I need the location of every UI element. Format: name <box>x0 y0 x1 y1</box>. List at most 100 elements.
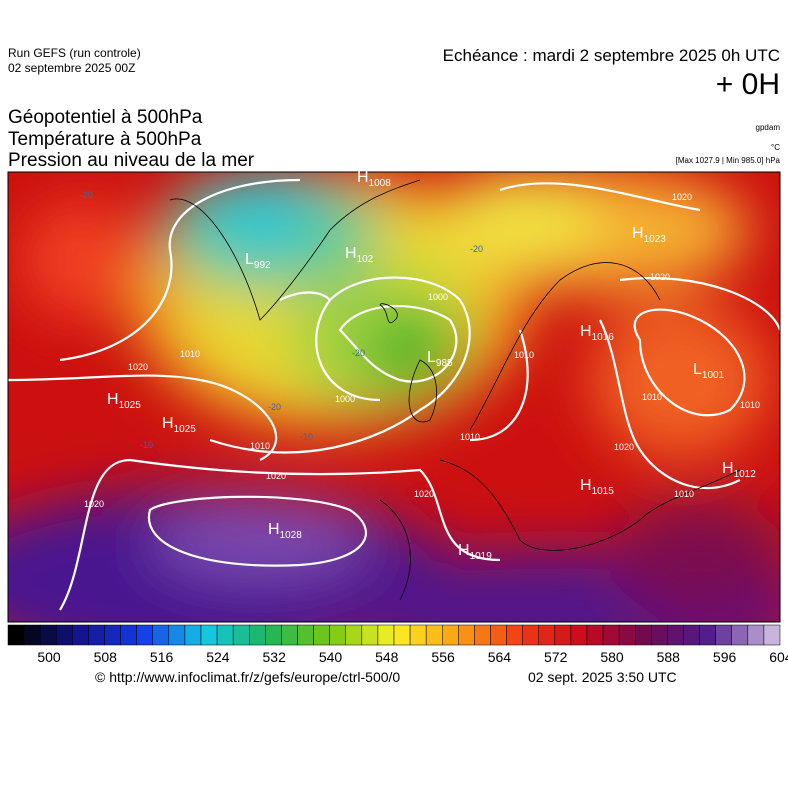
center-value: 1028 <box>280 530 303 541</box>
colorbar-swatch <box>699 624 716 646</box>
colorbar-swatch <box>265 624 282 646</box>
colorbar-swatch <box>104 624 121 646</box>
temperature-label: -10 <box>300 432 313 442</box>
colorbar-swatch <box>120 624 137 646</box>
colorbar-label: 500 <box>37 649 61 665</box>
colorbar-swatch <box>506 624 523 646</box>
colorbar-swatch <box>72 624 89 646</box>
center-value: 1023 <box>644 234 667 245</box>
colorbar-swatch <box>490 624 507 646</box>
pressure-center: L1001 <box>693 361 725 381</box>
pressure-center: H1028 <box>268 521 302 541</box>
temperature-label: -20 <box>268 402 281 412</box>
colorbar-swatch <box>216 624 234 646</box>
colorbar-swatch <box>7 624 25 646</box>
center-value: 1015 <box>592 486 615 497</box>
colorbar-swatch <box>618 624 636 646</box>
center-value: 102 <box>357 254 374 265</box>
center-letter: H <box>268 521 280 538</box>
colorbar-swatch <box>152 624 170 646</box>
isobar-label: 1020 <box>414 489 434 499</box>
colorbar-swatch <box>168 624 186 646</box>
center-letter: H <box>722 460 734 477</box>
temperature-label: -20 <box>352 348 365 358</box>
run-date: 02 septembre 2025 00Z <box>8 61 136 75</box>
center-letter: L <box>427 349 436 366</box>
colorbar-swatch <box>297 624 314 646</box>
pressure-center: H102 <box>345 245 374 265</box>
colorbar-label: 508 <box>94 649 118 665</box>
pressure-center: H1025 <box>162 415 196 435</box>
colorbar-swatch <box>570 624 588 646</box>
isobar-label: 1020 <box>84 499 104 509</box>
colorbar-label: 604 <box>769 649 788 665</box>
colorbar-swatch <box>23 624 41 646</box>
center-value: 1012 <box>734 469 757 480</box>
colorbar-swatch <box>232 624 250 646</box>
isobar-label: 1020 <box>614 442 634 452</box>
colorbar-swatch <box>586 624 604 646</box>
isobar-label: 1010 <box>250 441 270 451</box>
colorbar-swatch <box>184 624 202 646</box>
unit: gpdam <box>755 123 780 132</box>
colorbar-swatch <box>200 624 218 646</box>
isobar-label: 1010 <box>674 489 694 499</box>
pressure-center: H1025 <box>107 391 141 411</box>
colorbar-swatch <box>731 624 749 646</box>
lead-time: + 0H <box>715 68 780 101</box>
center-letter: H <box>162 415 174 432</box>
center-value: 1025 <box>174 424 197 435</box>
center-letter: L <box>245 251 254 268</box>
colorbar-swatch <box>635 624 652 646</box>
temperature-label: -20 <box>80 190 93 200</box>
isobar-label: 1020 <box>650 272 670 282</box>
pressure-center: L985 <box>427 349 453 369</box>
center-letter: H <box>107 391 119 408</box>
run: Run GEFS (run controle) <box>8 46 141 60</box>
pressure-center: H1015 <box>580 477 614 497</box>
colorbar-label: 524 <box>206 649 230 665</box>
center-letter: L <box>693 361 702 378</box>
pressure-center: H1023 <box>632 225 666 245</box>
isobar-label: 1020 <box>266 471 286 481</box>
colorbar-label: 588 <box>657 649 681 665</box>
center-letter: H <box>357 169 369 186</box>
center-value: 1016 <box>592 332 615 343</box>
colorbar-label: 572 <box>544 649 568 665</box>
isobar-label: 1010 <box>460 432 480 442</box>
colorbar-label: 596 <box>713 649 737 665</box>
colorbar-swatch <box>345 624 363 646</box>
colorbar-label: 564 <box>488 649 512 665</box>
colorbar-swatch <box>458 624 475 646</box>
colorbar-swatch <box>281 624 298 646</box>
isobar-label: 1010 <box>642 392 662 402</box>
colorbar-swatch <box>474 624 491 646</box>
colorbar-swatch <box>538 624 556 646</box>
isobar-label: 1010 <box>514 350 534 360</box>
temperature-label: -10 <box>140 440 153 450</box>
colorbar-swatch <box>667 624 684 646</box>
center-value: 992 <box>254 260 271 271</box>
colorbar-swatch <box>442 624 459 646</box>
colorbar-swatch <box>522 624 540 646</box>
colorbar-swatch <box>763 624 781 646</box>
field: Géopotentiel à 500hPa <box>8 107 203 128</box>
colorbar-swatch <box>377 624 395 646</box>
colorbar-swatch <box>409 624 427 646</box>
pressure-center: H1008 <box>357 169 391 189</box>
colorbar-swatch <box>425 624 443 646</box>
temperature-label: -20 <box>470 244 483 254</box>
colorbar-swatch <box>56 624 73 646</box>
colorbar-swatch <box>683 624 700 646</box>
isobar-label: 1020 <box>672 192 692 202</box>
isobar-label: 1000 <box>335 394 355 404</box>
colorbar-swatch <box>361 624 379 646</box>
colorbar-swatch <box>554 624 572 646</box>
colorbar-swatch <box>602 624 620 646</box>
colorbar-label: 516 <box>150 649 174 665</box>
colorbar-label: 556 <box>431 649 455 665</box>
isobar-label: 1020 <box>128 362 148 372</box>
colorbar-swatch <box>39 624 57 646</box>
